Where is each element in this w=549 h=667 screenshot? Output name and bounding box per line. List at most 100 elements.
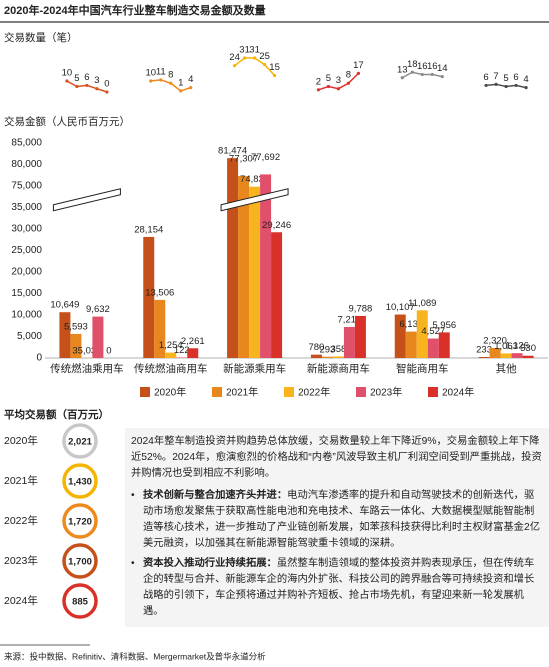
bar: [176, 357, 188, 358]
value-label: 10,649: [50, 300, 79, 311]
y-tick-label: 15,000: [11, 288, 42, 299]
count-point: [232, 64, 237, 68]
y-tick-label: 10,000: [11, 310, 42, 321]
y-tick-label: 25,000: [11, 245, 42, 256]
ring-year: 2024年: [4, 594, 38, 607]
bar: [427, 338, 439, 358]
count-label: 0: [104, 79, 109, 90]
count-point: [356, 71, 361, 75]
count-point: [179, 89, 183, 93]
bar: [511, 353, 523, 358]
value-label: 9,632: [86, 304, 110, 315]
count-point: [272, 73, 277, 78]
x-tick-label: 其他: [496, 362, 517, 375]
count-label: 11: [156, 66, 166, 77]
count-point: [326, 84, 331, 89]
x-tick-label: 智能商用车: [396, 362, 449, 375]
legend-swatch: [284, 387, 294, 397]
bar: [143, 236, 155, 358]
count-point: [95, 87, 99, 91]
count-point: [524, 86, 528, 90]
count-point: [85, 83, 89, 88]
x-tick-label: 新能源乘用车: [223, 362, 286, 375]
bar: [187, 348, 199, 358]
count-label: 13: [397, 64, 408, 75]
value-label: 358: [330, 344, 346, 355]
value-label: 74,833: [240, 174, 269, 185]
y-tick-label: 35,000: [11, 202, 42, 213]
count-label: 4: [523, 74, 528, 85]
commentary: 2024年整车制造投资并购趋势总体放缓，交易数量较上年下降近9%，交易金额较上年…: [125, 428, 549, 628]
count-point: [189, 86, 193, 90]
count-point: [252, 56, 257, 60]
bar: [478, 356, 490, 358]
count-point: [242, 56, 247, 60]
x-tick-label: 传统燃油乘用车: [50, 362, 124, 375]
bar: [354, 315, 366, 358]
value-label: 9,788: [349, 303, 373, 314]
y-tick-label: 85,000: [11, 138, 42, 149]
value-label: 77,692: [251, 152, 280, 163]
bar: [154, 299, 166, 358]
ring-year: 2023年: [4, 554, 38, 567]
bar: [310, 354, 322, 358]
bullet-text: 电动汽车渗透率的提升和自动驾驶技术的创新迭代，驱动市场愈发聚焦于获取高性能电池和…: [143, 489, 541, 549]
legend-label: 2020年: [154, 386, 186, 399]
count-point: [484, 83, 488, 88]
value-label: 6,138: [399, 319, 423, 330]
value-label: 1,126: [505, 341, 529, 352]
value-label: 1,063: [494, 341, 518, 352]
value-label: 0: [106, 346, 111, 357]
y-tick-label: 30,000: [11, 224, 42, 235]
y-tick-label: 80,000: [11, 159, 42, 170]
value-label: 233: [476, 345, 492, 356]
count-point: [149, 79, 153, 83]
y-tick-label: 5,000: [17, 331, 42, 342]
bar: [92, 316, 104, 358]
bar: [260, 174, 272, 358]
count-point: [430, 72, 434, 77]
count-label: 3: [336, 75, 341, 86]
bar: [522, 355, 534, 358]
bar: [321, 356, 333, 358]
value-label: 1,254: [159, 340, 183, 351]
y-tick-label: 0: [36, 353, 42, 364]
count-label: 31: [249, 45, 260, 56]
x-tick-label: 传统燃油商用车: [134, 362, 208, 375]
value-label: 780: [308, 342, 324, 353]
count-point: [169, 81, 173, 85]
bar: [271, 232, 283, 358]
ring-year: 2020年: [4, 434, 38, 447]
count-point: [400, 76, 404, 80]
count-label: 5: [74, 73, 79, 84]
bar: [500, 353, 512, 358]
ring: [62, 543, 98, 579]
bar: [165, 352, 177, 358]
avg-title: 平均交易额（百万元）: [4, 408, 109, 421]
value-label: 81,474: [218, 146, 247, 157]
count-label: 15: [269, 62, 280, 73]
value-label: 2,261: [181, 336, 205, 347]
count-label: 4: [188, 74, 193, 85]
axis-break: [220, 188, 289, 212]
bar: [332, 356, 344, 358]
bar: [249, 186, 261, 358]
page-title: 2020年-2024年中国汽车行业整车制造交易金额及数量: [4, 3, 266, 17]
bullet-heading: 资本投入推动行业持续拓展：: [143, 557, 277, 569]
legend-swatch: [356, 387, 366, 397]
ring-label: 1,430: [68, 477, 92, 488]
count-point: [65, 79, 69, 83]
legend-label: 2022年: [298, 386, 330, 399]
count-label: 17: [353, 60, 364, 71]
count-point: [262, 62, 267, 67]
count-label: 8: [346, 70, 351, 81]
axis-break: [52, 188, 121, 212]
value-label: 10,107: [386, 302, 415, 313]
bullet: • 资本投入推动行业持续拓展：虽然整车制造领域的整体投资并购表现承压，但在传统车企…: [131, 557, 535, 617]
legend-swatch: [428, 387, 438, 397]
ring: [62, 583, 98, 619]
source: 来源：投中数据、Refinitiv、清科数据、Mergermarket及普华永道…: [4, 651, 266, 661]
bar: [238, 176, 250, 358]
count-label: 8: [168, 70, 173, 81]
